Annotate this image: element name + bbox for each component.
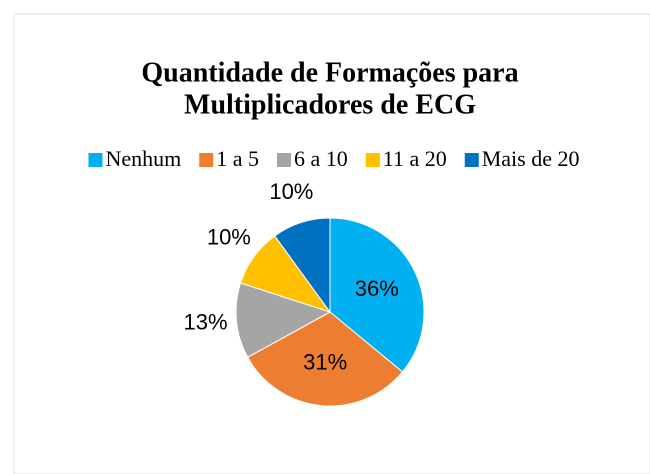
pie-slice: [235, 282, 332, 358]
data-label: 36%: [355, 276, 399, 301]
data-label: 10%: [269, 179, 313, 204]
legend-label: 1 a 5: [216, 146, 259, 171]
legend-swatch: [464, 153, 479, 167]
pie-slice: [246, 311, 404, 407]
legend-label: 6 a 10: [294, 146, 348, 171]
pie-slice: [329, 217, 425, 373]
chart-title: Quantidade de Formações para: [141, 57, 518, 88]
chart-title: Multiplicadores de ECG: [184, 89, 476, 120]
legend-label: Nenhum: [105, 146, 181, 171]
data-label: 10%: [207, 224, 251, 249]
legend-swatch: [199, 153, 214, 167]
data-label: 31%: [303, 349, 347, 374]
data-label: 13%: [184, 310, 228, 335]
legend-swatch: [88, 153, 103, 167]
legend-label: Mais de 20: [482, 146, 580, 171]
pie-slice: [274, 217, 331, 314]
legend-swatch: [277, 153, 292, 167]
legend: Nenhum 1 a 5 6 a 10 11 a 20 Mais de 20: [88, 146, 580, 171]
legend-label: 11 a 20: [383, 146, 447, 171]
legend-swatch: [365, 153, 380, 167]
